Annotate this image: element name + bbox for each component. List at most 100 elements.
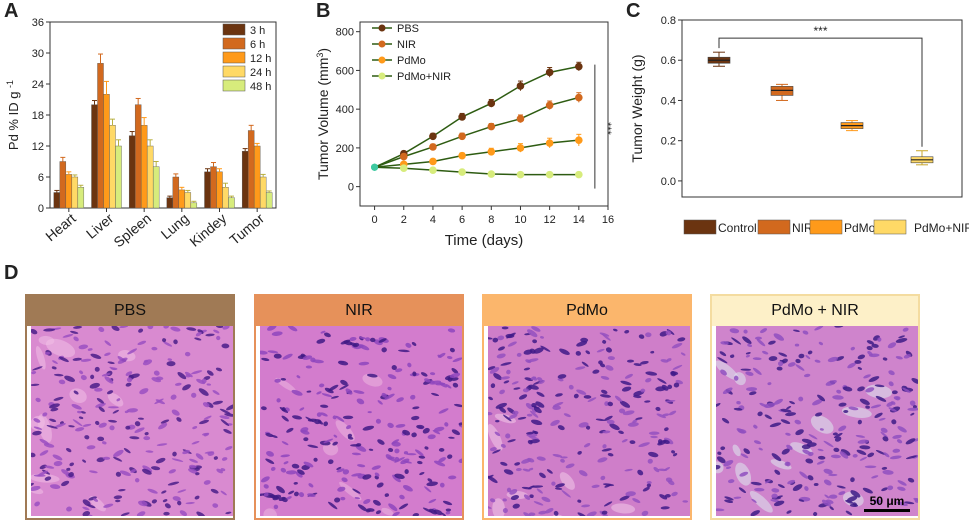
cell-nucleus	[604, 401, 609, 407]
cell-nucleus	[871, 343, 879, 348]
cell-nucleus	[724, 499, 734, 504]
cell-nucleus	[107, 390, 114, 395]
cell-nucleus	[399, 494, 405, 500]
cell-nucleus	[261, 357, 270, 362]
cell-nucleus	[101, 441, 107, 445]
cell-nucleus	[880, 431, 889, 438]
cell-nucleus	[553, 510, 559, 516]
tissue-space	[488, 424, 503, 451]
cell-nucleus	[70, 330, 79, 334]
cell-nucleus	[721, 417, 730, 424]
cell-nucleus	[745, 354, 750, 358]
cell-nucleus	[336, 468, 345, 473]
bar-a	[77, 187, 85, 209]
cell-nucleus	[575, 350, 582, 356]
data-point-b	[545, 68, 554, 77]
cell-nucleus	[216, 335, 221, 341]
cell-nucleus	[829, 506, 834, 511]
x-tick-label-b: 2	[401, 214, 407, 226]
cell-nucleus	[410, 394, 416, 400]
cell-nucleus	[497, 346, 505, 351]
cell-nucleus	[488, 396, 493, 401]
chart-c-tumor-weight: 0.0 0.2 0.4 0.6 0.8 Tumor Weight (g) *** Contro…	[629, 15, 969, 235]
cell-nucleus	[602, 444, 607, 449]
cell-nucleus	[774, 469, 781, 475]
cell-nucleus	[33, 426, 43, 430]
cell-nucleus	[31, 371, 37, 375]
cell-nucleus	[310, 357, 316, 363]
cell-nucleus	[671, 342, 683, 349]
bar-a	[216, 171, 223, 209]
cell-nucleus	[740, 453, 749, 459]
bar-a	[222, 187, 229, 209]
cell-nucleus	[552, 453, 563, 458]
cell-nucleus	[502, 508, 508, 514]
cell-nucleus	[412, 371, 417, 377]
cell-nucleus	[660, 359, 669, 363]
cell-nucleus	[260, 406, 267, 411]
cell-nucleus	[801, 438, 813, 444]
cell-nucleus	[638, 334, 645, 339]
cell-nucleus	[296, 375, 301, 379]
cell-nucleus	[417, 460, 423, 465]
cell-nucleus	[43, 328, 56, 332]
cell-nucleus	[282, 353, 293, 360]
cell-nucleus	[554, 487, 563, 490]
cell-nucleus	[745, 352, 751, 355]
cell-nucleus	[626, 359, 635, 363]
cell-nucleus	[786, 405, 792, 410]
x-tick-label-b: 8	[488, 214, 494, 226]
cell-nucleus	[194, 337, 202, 341]
cell-nucleus	[733, 496, 742, 499]
cell-nucleus	[813, 511, 818, 516]
cell-nucleus	[531, 326, 541, 332]
cell-nucleus	[89, 470, 98, 474]
cell-nucleus	[44, 465, 55, 469]
cell-nucleus	[577, 499, 582, 503]
y-axis-label-sup-a: -1	[5, 80, 15, 88]
cell-nucleus	[73, 390, 79, 395]
cell-nucleus	[581, 361, 589, 367]
bar-a	[65, 174, 73, 209]
cell-nucleus	[745, 371, 754, 376]
cell-nucleus	[577, 450, 582, 455]
histo-image-pdmo-nir	[716, 326, 918, 516]
cell-nucleus	[80, 411, 86, 414]
cell-nucleus	[182, 449, 190, 455]
tissue-space	[716, 360, 739, 381]
cell-nucleus	[102, 456, 111, 460]
cell-nucleus	[795, 429, 804, 436]
cell-nucleus	[607, 453, 614, 457]
cell-nucleus	[865, 387, 875, 393]
cell-nucleus	[260, 350, 268, 355]
cell-nucleus	[163, 326, 169, 329]
cell-nucleus	[82, 423, 92, 427]
cell-nucleus	[58, 356, 69, 363]
cell-nucleus	[422, 507, 433, 513]
cell-nucleus	[108, 419, 118, 423]
cell-nucleus	[881, 466, 888, 470]
cell-nucleus	[663, 439, 670, 445]
cell-nucleus	[828, 494, 838, 499]
bar-a	[265, 192, 273, 209]
cell-nucleus	[110, 367, 118, 371]
cell-nucleus	[598, 360, 603, 365]
cell-nucleus	[607, 401, 613, 407]
histo-panel-pbs: PBS	[25, 294, 235, 520]
cell-nucleus	[402, 485, 413, 492]
cell-nucleus	[878, 417, 886, 421]
cell-nucleus	[500, 461, 508, 466]
cell-nucleus	[578, 470, 588, 477]
cell-nucleus	[753, 440, 762, 445]
cell-nucleus	[212, 390, 220, 395]
cell-nucleus	[104, 340, 112, 346]
cell-nucleus	[219, 408, 231, 415]
cell-nucleus	[103, 503, 114, 508]
cell-nucleus	[216, 468, 223, 474]
cell-nucleus	[144, 431, 149, 436]
cell-nucleus	[648, 451, 659, 458]
significance-bracket-c	[718, 37, 923, 147]
cell-nucleus	[151, 346, 158, 351]
y-tick-label-c: 0.0	[661, 176, 676, 188]
cell-nucleus	[720, 341, 729, 345]
